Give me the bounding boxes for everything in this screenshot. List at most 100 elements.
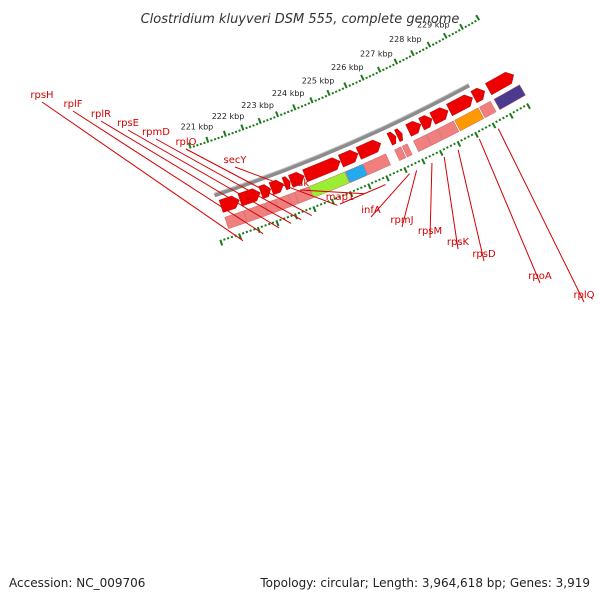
gene-label: rpmJ — [390, 215, 413, 226]
inner-tick — [459, 23, 464, 30]
outer-tick — [399, 168, 403, 172]
inner-tick — [297, 106, 300, 110]
gene-leader-line — [299, 189, 365, 195]
gene-label: rpsH — [30, 90, 53, 101]
feature-segment — [426, 128, 443, 146]
inner-tick — [307, 102, 311, 105]
outer-tick — [449, 144, 453, 148]
inner-tick — [196, 143, 199, 147]
inner-tick — [227, 133, 231, 136]
inner-tick — [248, 125, 252, 129]
cds-arrow — [337, 149, 359, 168]
feature-segment — [493, 84, 526, 111]
outer-tick — [477, 129, 481, 133]
outer-tick — [460, 138, 463, 142]
outer-tick — [388, 173, 392, 177]
gene-leader-line — [155, 138, 302, 221]
outer-tick — [349, 191, 354, 198]
inner-tick — [415, 51, 418, 55]
inner-tick — [321, 96, 324, 99]
outer-tick — [226, 236, 230, 240]
outer-tick — [268, 222, 271, 226]
outer-tick — [508, 112, 514, 119]
gene-label: rpsM — [418, 226, 442, 237]
kbp-label: 222 kbp — [212, 112, 245, 121]
outer-tick — [230, 235, 234, 239]
map-title: Clostridium kluyveri DSM 555, complete g… — [141, 12, 460, 27]
inner-tick — [442, 32, 448, 39]
outer-tick — [456, 140, 462, 148]
outer-tick — [442, 147, 446, 151]
outer-tick — [363, 184, 367, 188]
inner-tick — [192, 145, 196, 148]
cds-arrow — [288, 171, 305, 188]
outer-tick — [446, 146, 449, 149]
gene-label: rpmD — [142, 127, 170, 138]
outer-tick — [403, 166, 408, 174]
feature-segment — [478, 100, 497, 119]
inner-tick — [398, 60, 402, 63]
inner-tick — [205, 136, 210, 143]
outer-tick — [334, 197, 338, 200]
inner-tick — [334, 90, 338, 94]
outer-tick — [223, 238, 226, 241]
outer-tick — [453, 142, 456, 146]
inner-tick — [343, 82, 348, 89]
cds-arrow — [405, 121, 422, 137]
outer-tick — [428, 154, 431, 158]
inner-tick — [388, 65, 392, 68]
accession-text: Accession: NC_009706 — [9, 576, 145, 590]
inner-tick — [365, 76, 368, 80]
gene-label: adk — [291, 178, 309, 189]
inner-tick — [203, 141, 206, 145]
inner-tick — [375, 71, 379, 75]
gene-leader-line — [457, 149, 485, 262]
inner-tick — [275, 111, 280, 118]
gene-leader-line — [478, 138, 541, 284]
cds-track — [218, 71, 514, 213]
gene-label-lines — [41, 101, 585, 303]
outer-tick — [410, 163, 414, 167]
inner-tick — [438, 39, 442, 43]
inner-tick — [408, 55, 412, 58]
inner-tick — [393, 58, 399, 65]
inner-tick — [341, 87, 345, 91]
outer-tick — [495, 120, 498, 124]
inner-tick — [426, 41, 432, 48]
inner-tick — [331, 91, 335, 95]
feature-segment — [454, 107, 485, 132]
outer-tick — [463, 137, 467, 140]
inner-tick — [234, 130, 238, 134]
feature-segment — [401, 143, 413, 158]
inner-tick — [360, 74, 365, 81]
inner-tick — [368, 74, 372, 78]
outer-tick — [491, 122, 497, 129]
gene-label: rpsD — [472, 249, 496, 260]
inner-tick — [425, 46, 428, 50]
inner-tick — [358, 79, 362, 83]
kbp-label: 225 kbp — [302, 76, 335, 85]
inner-tick — [269, 117, 273, 121]
inner-tick — [431, 43, 435, 46]
inner-tick — [326, 89, 331, 97]
inner-tick — [385, 66, 389, 70]
inner-tick — [355, 81, 358, 84]
feature-segment — [437, 120, 460, 140]
cds-arrow — [281, 176, 291, 191]
cds-arrow — [258, 184, 271, 199]
inner-tick — [300, 105, 304, 108]
gene-label: secY — [224, 155, 248, 166]
outer-tick — [345, 192, 349, 196]
outer-tick — [512, 110, 516, 114]
inner-tick — [245, 126, 248, 130]
cds-arrow — [302, 157, 341, 183]
outer-tick — [319, 203, 323, 206]
outer-tick-track — [219, 103, 531, 246]
inner-tick — [290, 109, 293, 112]
inner-tick — [435, 41, 438, 45]
outer-tick — [241, 231, 245, 235]
gene-label: infA — [361, 205, 381, 216]
inner-tick — [421, 48, 425, 52]
kbp-label: 228 kbp — [389, 35, 422, 44]
